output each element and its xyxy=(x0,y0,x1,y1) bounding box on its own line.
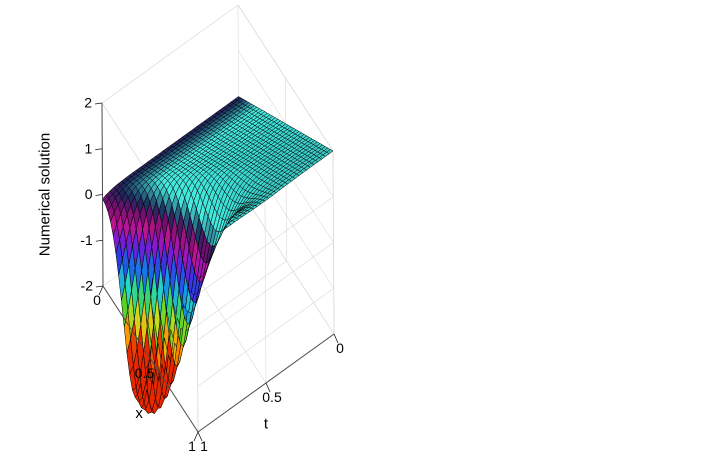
svg-text:x: x xyxy=(135,405,143,422)
svg-text:1: 1 xyxy=(84,140,92,156)
svg-text:2: 2 xyxy=(84,95,92,111)
svg-text:0.5: 0.5 xyxy=(262,389,282,405)
svg-text:0: 0 xyxy=(336,340,344,356)
svg-text:Numerical solution: Numerical solution xyxy=(37,133,54,256)
svg-text:0: 0 xyxy=(93,292,101,308)
svg-text:-1: -1 xyxy=(80,232,93,248)
svg-text:0.5: 0.5 xyxy=(135,365,155,381)
svg-text:1: 1 xyxy=(200,438,208,454)
svg-text:-2: -2 xyxy=(81,278,94,294)
svg-text:0: 0 xyxy=(85,186,93,202)
svg-text:1: 1 xyxy=(188,438,196,454)
